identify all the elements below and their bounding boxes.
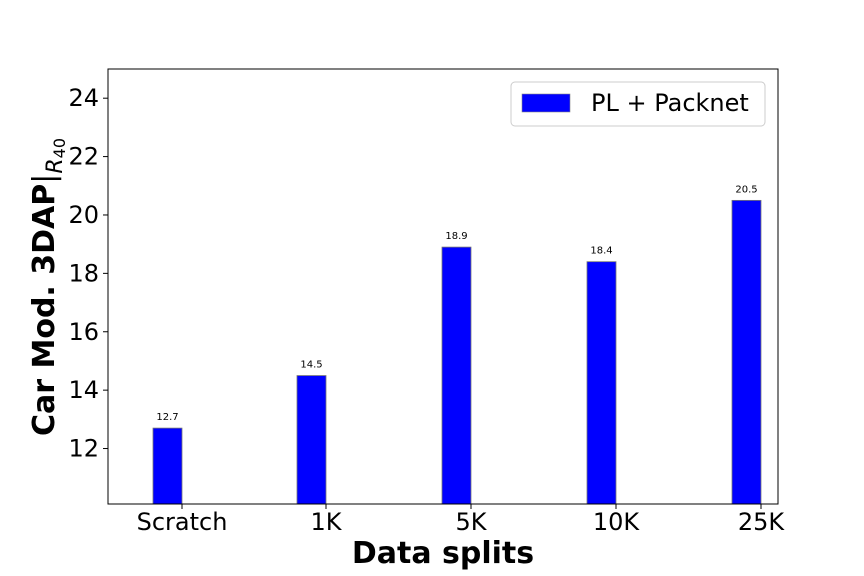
x-axis-ticks: Scratch 1K 5K 10K 25K xyxy=(137,504,786,536)
bars-group xyxy=(152,199,762,505)
legend-label: PL + Packnet xyxy=(591,89,749,117)
bar-25k xyxy=(731,199,762,505)
x-tick-label-25k: 25K xyxy=(738,508,786,536)
y-tick-label-14: 14 xyxy=(68,376,99,404)
y-axis-label-main: Car Mod. 3DAP xyxy=(27,184,62,436)
y-axis-label: Car Mod. 3DAP|R40 xyxy=(27,138,69,436)
data-label-5k: 18.9 xyxy=(445,231,467,242)
data-label-10k: 18.4 xyxy=(590,246,612,257)
x-tick-label-5k: 5K xyxy=(455,508,487,536)
legend-box xyxy=(510,81,766,127)
bar-5k xyxy=(441,246,472,505)
y-axis-ticks: 12 14 16 18 20 22 24 xyxy=(68,84,108,463)
y-axis-label-subsub: 40 xyxy=(50,138,69,158)
y-tick-label-12: 12 xyxy=(68,435,99,463)
bar-1k xyxy=(296,375,327,505)
data-label-25k: 20.5 xyxy=(735,184,757,195)
y-tick-label-18: 18 xyxy=(68,259,99,287)
data-labels-group: 12.7 14.5 18.9 18.4 20.5 xyxy=(156,184,757,423)
x-tick-label-10k: 10K xyxy=(593,508,641,536)
legend: PL + Packnet xyxy=(510,81,766,127)
y-tick-label-22: 22 xyxy=(68,143,99,171)
x-tick-label-1k: 1K xyxy=(310,508,342,536)
y-tick-label-16: 16 xyxy=(68,318,99,346)
x-tick-label-scratch: Scratch xyxy=(137,508,228,536)
y-axis-label-bar: | xyxy=(27,174,62,184)
bar-scratch xyxy=(152,427,183,505)
plot-frame xyxy=(107,68,779,505)
legend-swatch xyxy=(521,93,571,113)
y-tick-label-24: 24 xyxy=(68,84,99,112)
y-tick-label-20: 20 xyxy=(68,201,99,229)
y-axis-label-sub: R xyxy=(43,158,68,173)
x-axis-label: Data splits xyxy=(352,536,534,571)
data-label-scratch: 12.7 xyxy=(156,412,178,423)
data-label-1k: 14.5 xyxy=(300,360,322,371)
bar-10k xyxy=(586,261,617,505)
